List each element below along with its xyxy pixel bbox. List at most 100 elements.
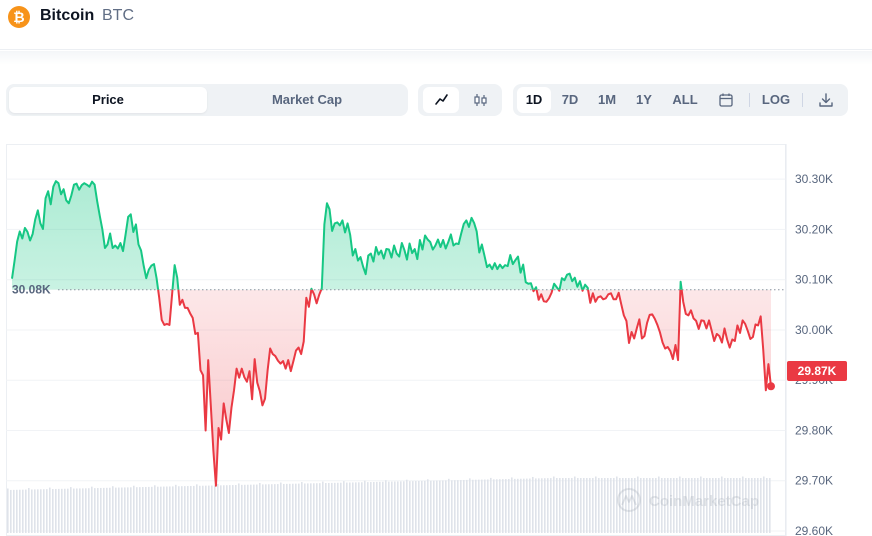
volume-bar <box>40 489 42 533</box>
candlestick-icon <box>474 94 487 106</box>
range-separator <box>749 93 750 107</box>
candlestick-chart-button[interactable] <box>462 87 498 113</box>
volume-bar <box>79 488 81 533</box>
volume-bar <box>106 487 108 533</box>
volume-bar <box>349 482 351 533</box>
volume-bar <box>673 478 675 533</box>
volume-bar <box>100 487 102 533</box>
volume-bar <box>262 484 264 533</box>
volume-bar <box>412 481 414 533</box>
coin-symbol: BTC <box>102 7 134 24</box>
volume-bar <box>550 478 552 533</box>
volume-bar <box>769 478 771 533</box>
y-tick-label: 30.00K <box>795 323 833 337</box>
current-price-tag: 29.87K <box>787 361 847 381</box>
coinmarketcap-watermark: CoinMarketCap <box>617 488 759 512</box>
volume-bar <box>355 482 357 533</box>
volume-bar <box>31 489 33 533</box>
volume-bar <box>229 485 231 533</box>
volume-bar <box>496 479 498 533</box>
volume-bar <box>331 482 333 533</box>
volume-bar <box>352 482 354 533</box>
download-button[interactable] <box>811 87 841 113</box>
volume-bar <box>592 478 594 533</box>
volume-bar <box>172 486 174 533</box>
volume-bar <box>451 480 453 533</box>
volume-bar <box>421 480 423 533</box>
calendar-icon <box>719 93 733 107</box>
volume-bar <box>514 478 516 533</box>
volume-bar <box>70 487 72 533</box>
log-scale-button[interactable]: LOG <box>761 92 791 107</box>
volume-bar <box>316 483 318 533</box>
volume-bar <box>184 486 186 533</box>
volume-bar <box>181 486 183 533</box>
tab-price[interactable]: Price <box>9 87 207 113</box>
volume-bar <box>580 478 582 533</box>
y-axis: 30.30K30.20K30.10K30.00K29.90K29.80K29.7… <box>795 172 833 536</box>
tab-market-cap[interactable]: Market Cap <box>271 92 343 107</box>
volume-bar <box>109 487 111 533</box>
range-1m-button[interactable]: 1M <box>597 92 617 107</box>
volume-bar <box>163 486 165 533</box>
range-1y-button[interactable]: 1Y <box>636 92 652 107</box>
volume-bar <box>589 478 591 533</box>
volume-bar <box>445 480 447 533</box>
volume-bar <box>124 487 126 533</box>
volume-bar <box>745 478 747 533</box>
volume-bar <box>367 482 369 533</box>
range-7d-button[interactable]: 7D <box>561 92 579 107</box>
volume-bar <box>340 482 342 533</box>
volume-bar <box>565 478 567 533</box>
volume-bar <box>637 476 639 533</box>
volume-bar <box>562 478 564 533</box>
volume-bar <box>403 481 405 533</box>
line-chart-button[interactable] <box>423 87 459 113</box>
volume-bar <box>766 478 768 533</box>
volume-bar <box>115 487 117 533</box>
volume-bar <box>475 479 477 533</box>
volume-bar <box>199 485 201 533</box>
volume-bar <box>625 478 627 533</box>
price-chart[interactable]: CoinMarketCap 30.08K 30.30K 30.20K 30.10K 3… <box>0 140 872 536</box>
volume-bar <box>499 479 501 533</box>
volume-bar <box>28 488 30 533</box>
volume-bar <box>166 486 168 533</box>
volume-bar <box>25 489 27 533</box>
y-tick-label: 29.60K <box>795 524 833 536</box>
volume-bar <box>571 478 573 533</box>
range-1d-button[interactable]: 1D <box>517 87 551 113</box>
volume-bar <box>280 482 282 533</box>
volume-bar <box>502 479 504 533</box>
volume-bar <box>274 484 276 533</box>
volume-bar <box>112 486 114 533</box>
volume-bar <box>607 478 609 533</box>
header-divider <box>0 51 872 65</box>
volume-bar <box>148 486 150 533</box>
volume-bar <box>328 482 330 533</box>
log-separator <box>802 93 803 107</box>
date-picker-button[interactable] <box>711 87 741 113</box>
volume-bar <box>400 481 402 533</box>
volume-bar <box>292 483 294 533</box>
volume-bar <box>382 481 384 533</box>
volume-bar <box>139 487 141 533</box>
volume-bar <box>190 485 192 533</box>
volume-bar <box>610 478 612 533</box>
volume-bar <box>7 488 9 533</box>
range-all-button[interactable]: ALL <box>672 92 698 107</box>
open-price-label: 30.08K <box>12 283 51 297</box>
volume-bar <box>346 482 348 533</box>
volume-bar <box>397 481 399 533</box>
volume-bar <box>730 478 732 533</box>
volume-bar <box>136 487 138 533</box>
volume-bar <box>484 479 486 533</box>
volume-bar <box>373 481 375 533</box>
volume-bar <box>22 489 24 533</box>
volume-bar <box>616 476 618 533</box>
volume-bar <box>439 480 441 533</box>
volume-bar <box>742 476 744 533</box>
volume-bar <box>628 478 630 533</box>
volume-bar <box>76 488 78 533</box>
volume-bar <box>169 486 171 533</box>
